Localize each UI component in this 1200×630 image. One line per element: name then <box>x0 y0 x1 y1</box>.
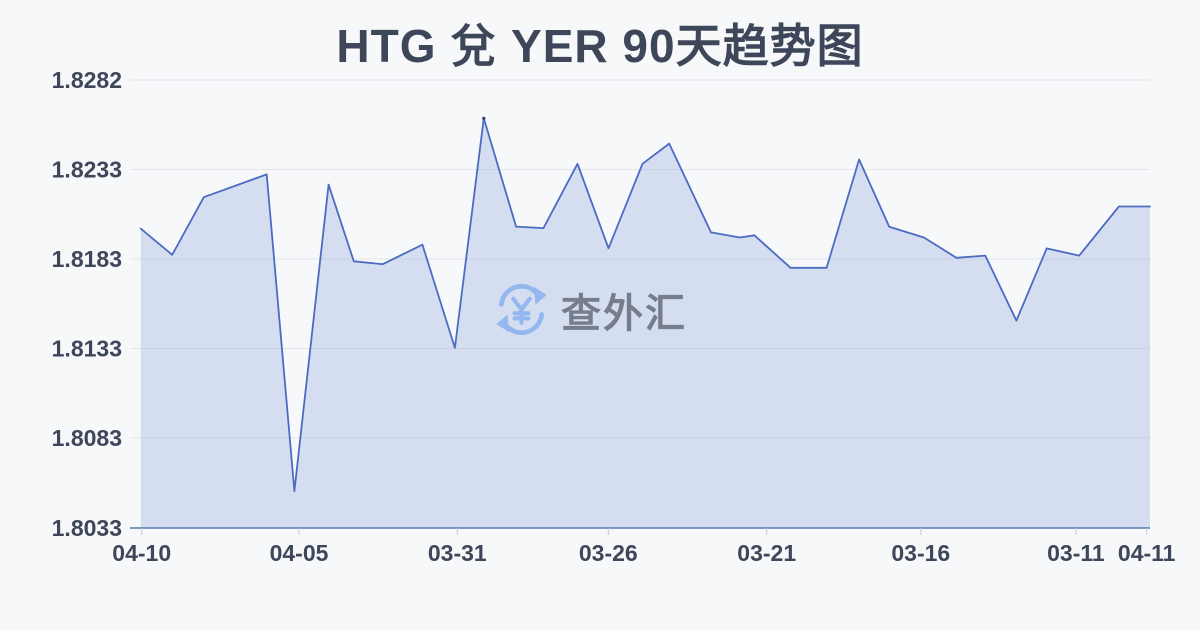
svg-text:03-11: 03-11 <box>1047 540 1105 566</box>
svg-text:03-16: 03-16 <box>891 540 950 566</box>
svg-text:04-05: 04-05 <box>270 540 329 566</box>
svg-text:1.8033: 1.8033 <box>52 515 122 541</box>
svg-text:03-21: 03-21 <box>737 540 796 566</box>
svg-text:1.8282: 1.8282 <box>52 67 122 93</box>
svg-text:03-26: 03-26 <box>579 540 638 566</box>
svg-text:1.8083: 1.8083 <box>52 425 122 451</box>
svg-text:1.8183: 1.8183 <box>52 246 122 272</box>
svg-text:03-31: 03-31 <box>428 540 487 566</box>
svg-text:04-10: 04-10 <box>112 540 171 566</box>
svg-text:1.8133: 1.8133 <box>52 336 122 362</box>
svg-text:04-11: 04-11 <box>1118 540 1176 566</box>
svg-text:1.8233: 1.8233 <box>52 157 122 183</box>
